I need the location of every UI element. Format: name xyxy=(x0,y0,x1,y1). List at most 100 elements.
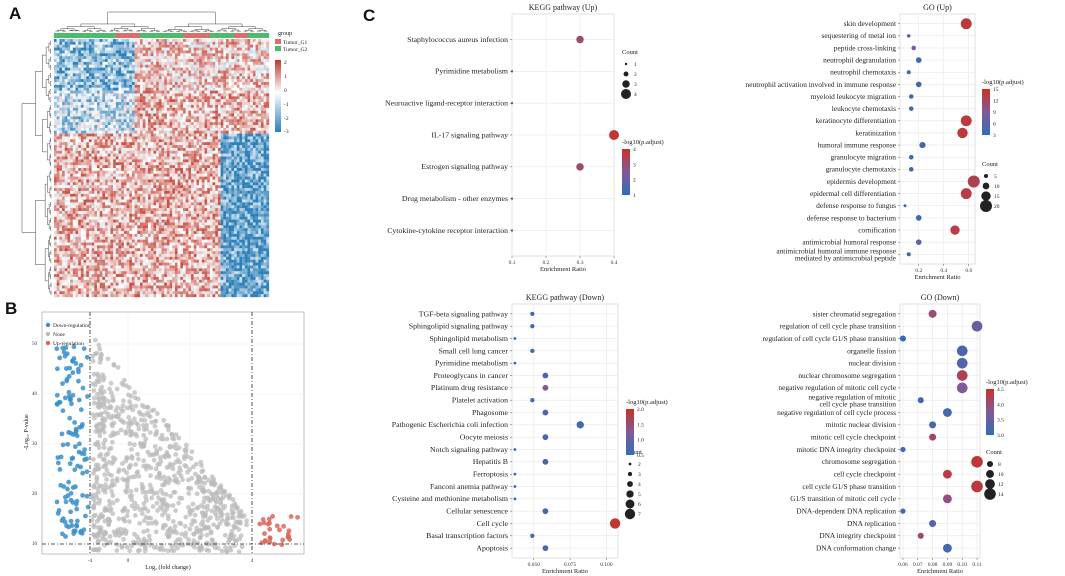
enrichment-dot xyxy=(960,18,972,30)
x-tick-label: 0.6 xyxy=(965,268,972,274)
term-label: cell cycle checkpoint xyxy=(834,470,897,479)
legend-swatch-down xyxy=(45,322,51,328)
term-label: antimicrobial humoral response xyxy=(802,238,896,247)
term-label: nuclear chromosome segregation xyxy=(798,371,896,380)
count-legend-label: 14 xyxy=(998,492,1004,498)
enrichment-dot xyxy=(510,197,514,200)
enrichment-dot xyxy=(908,154,914,160)
color-legend-label: 1.0 xyxy=(637,438,644,444)
color-legend-title: -log10(p.adjust) xyxy=(626,399,668,406)
term-label: chromosome segregation xyxy=(822,457,896,466)
term-label: Sphingolipid signaling pathway xyxy=(409,322,508,331)
enrichment-dot xyxy=(942,469,952,479)
count-legend-dot xyxy=(624,62,628,66)
term-label: Apoptosis xyxy=(476,544,508,553)
enrichment-dot xyxy=(576,421,584,429)
heatmap-color-bar xyxy=(275,60,281,132)
volcano-xtick: -4 xyxy=(88,559,93,564)
x-tick-label: 0.1 xyxy=(509,260,516,266)
x-tick-label: 0.2 xyxy=(915,268,922,274)
enrichment-dot xyxy=(957,127,968,139)
legend-label-down: Down-regulation xyxy=(53,323,91,329)
x-axis-label: Enrichment Ratio xyxy=(540,266,586,273)
color-legend-title: -log10(p.adjust) xyxy=(622,139,664,146)
volcano-ytick: 50 xyxy=(32,342,38,347)
enrichment-dot xyxy=(513,361,517,365)
color-legend-label: 2.0 xyxy=(637,407,644,413)
enrichment-dot xyxy=(929,519,937,527)
x-tick-label: 0.075 xyxy=(564,562,577,568)
heatmap-group-bar xyxy=(54,33,270,38)
term-label: Drug metabolism - other enzymes xyxy=(402,194,508,203)
count-legend-dot xyxy=(622,80,630,88)
enrichment-dot xyxy=(942,543,952,553)
term-label: Estrogen signaling pathway xyxy=(421,162,508,171)
enrichment-dot xyxy=(899,335,907,342)
term-label: IL-17 signaling pathway xyxy=(431,130,508,139)
enrichment-dot xyxy=(906,252,911,257)
count-legend-label: 6 xyxy=(638,502,641,508)
count-legend-label: 2 xyxy=(634,72,637,78)
term-label: Cysteine and methionine metabolism xyxy=(392,494,508,503)
count-legend-label: 8 xyxy=(998,462,1001,468)
plot-title: KEGG pathway (Up) xyxy=(529,3,598,12)
scale-tick: 0 xyxy=(284,88,287,94)
term-label: negative regulation of mitotic cell cycle… xyxy=(808,393,896,409)
enrichment-dot xyxy=(530,398,535,403)
volcano-ytick: 10 xyxy=(32,542,38,547)
enrichment-dot xyxy=(542,384,549,391)
volcano-ylabel: -Log₁₀ P-value xyxy=(24,414,30,450)
enrichment-dot xyxy=(971,320,983,332)
volcano-xlabel: Log₂ (fold change) xyxy=(145,564,190,571)
enrichment-dot xyxy=(942,408,952,417)
volcano-legend: Down-regulation None Up-regulation xyxy=(45,322,91,347)
enrichment-dot xyxy=(900,446,906,453)
term-label: regulation of cell cycle phase transitio… xyxy=(780,322,897,331)
term-label: mitotic nuclear division xyxy=(826,420,897,429)
x-tick-label: 0.3 xyxy=(577,260,584,266)
enrichment-dot xyxy=(908,106,914,111)
term-label: Notch signaling pathway xyxy=(430,445,508,454)
x-tick-label: 0.08 xyxy=(928,562,938,568)
go-up-dotplot: GO (Up) 0.2 0.4 0.6 Enrichment Ratio skin dev… xyxy=(746,3,1024,281)
term-label: Neuroactive ligand-receptor interaction xyxy=(385,99,508,108)
x-tick-label: 0.10 xyxy=(957,562,967,568)
count-legend-title: Count xyxy=(982,161,998,168)
enrichment-dot xyxy=(609,518,621,529)
color-legend-label: 2 xyxy=(633,178,636,184)
color-legend-label: 9 xyxy=(993,110,996,116)
enrichment-dot xyxy=(917,532,924,539)
count-legend-dot xyxy=(628,462,632,466)
heatmap-group-legend: group Tumor_G1 Tumor_G2 xyxy=(275,31,307,53)
volcano-ytick: 30 xyxy=(32,442,38,447)
term-label: organelle fission xyxy=(847,346,896,355)
heatmap-column-dendrogram xyxy=(55,11,268,32)
term-label: Fanconi anemia pathway xyxy=(430,482,508,491)
color-legend-label: 0.5 xyxy=(637,453,644,459)
enrichment-dot xyxy=(915,57,922,63)
color-legend-label: 3.5 xyxy=(997,418,1004,424)
legend-swatch-up xyxy=(45,340,51,346)
enrichment-dot xyxy=(513,472,517,476)
term-label: Pyrimidine metabolism xyxy=(435,67,508,76)
x-tick-label: 0.07 xyxy=(913,562,923,568)
term-label: DNA conformation change xyxy=(816,544,897,553)
enrichment-dot xyxy=(971,456,983,468)
enrichment-dot xyxy=(530,533,535,538)
group-legend-swatch-g2 xyxy=(275,46,281,51)
color-legend-label: 4.5 xyxy=(997,387,1004,393)
scale-tick: -1 xyxy=(284,102,289,108)
term-label: mitotic DNA integrity checkpoint xyxy=(796,445,896,454)
x-tick-label: 0.4 xyxy=(611,260,618,266)
enrichment-dot xyxy=(906,70,911,75)
volcano-points xyxy=(54,337,300,555)
color-legend-title: -log10(p.adjust) xyxy=(986,379,1028,386)
term-label: Pyrimidine metabolism xyxy=(435,359,508,368)
scale-tick: -2 xyxy=(284,116,289,122)
term-label: keratinocyte differentiation xyxy=(815,116,896,125)
term-label-line: mediated by antimicrobial peptide xyxy=(795,254,897,263)
scale-tick: 1 xyxy=(284,74,287,80)
plot-frame xyxy=(511,303,619,559)
enrichment-dot xyxy=(542,434,549,441)
term-label: negative regulation of cell cycle proces… xyxy=(777,408,896,417)
